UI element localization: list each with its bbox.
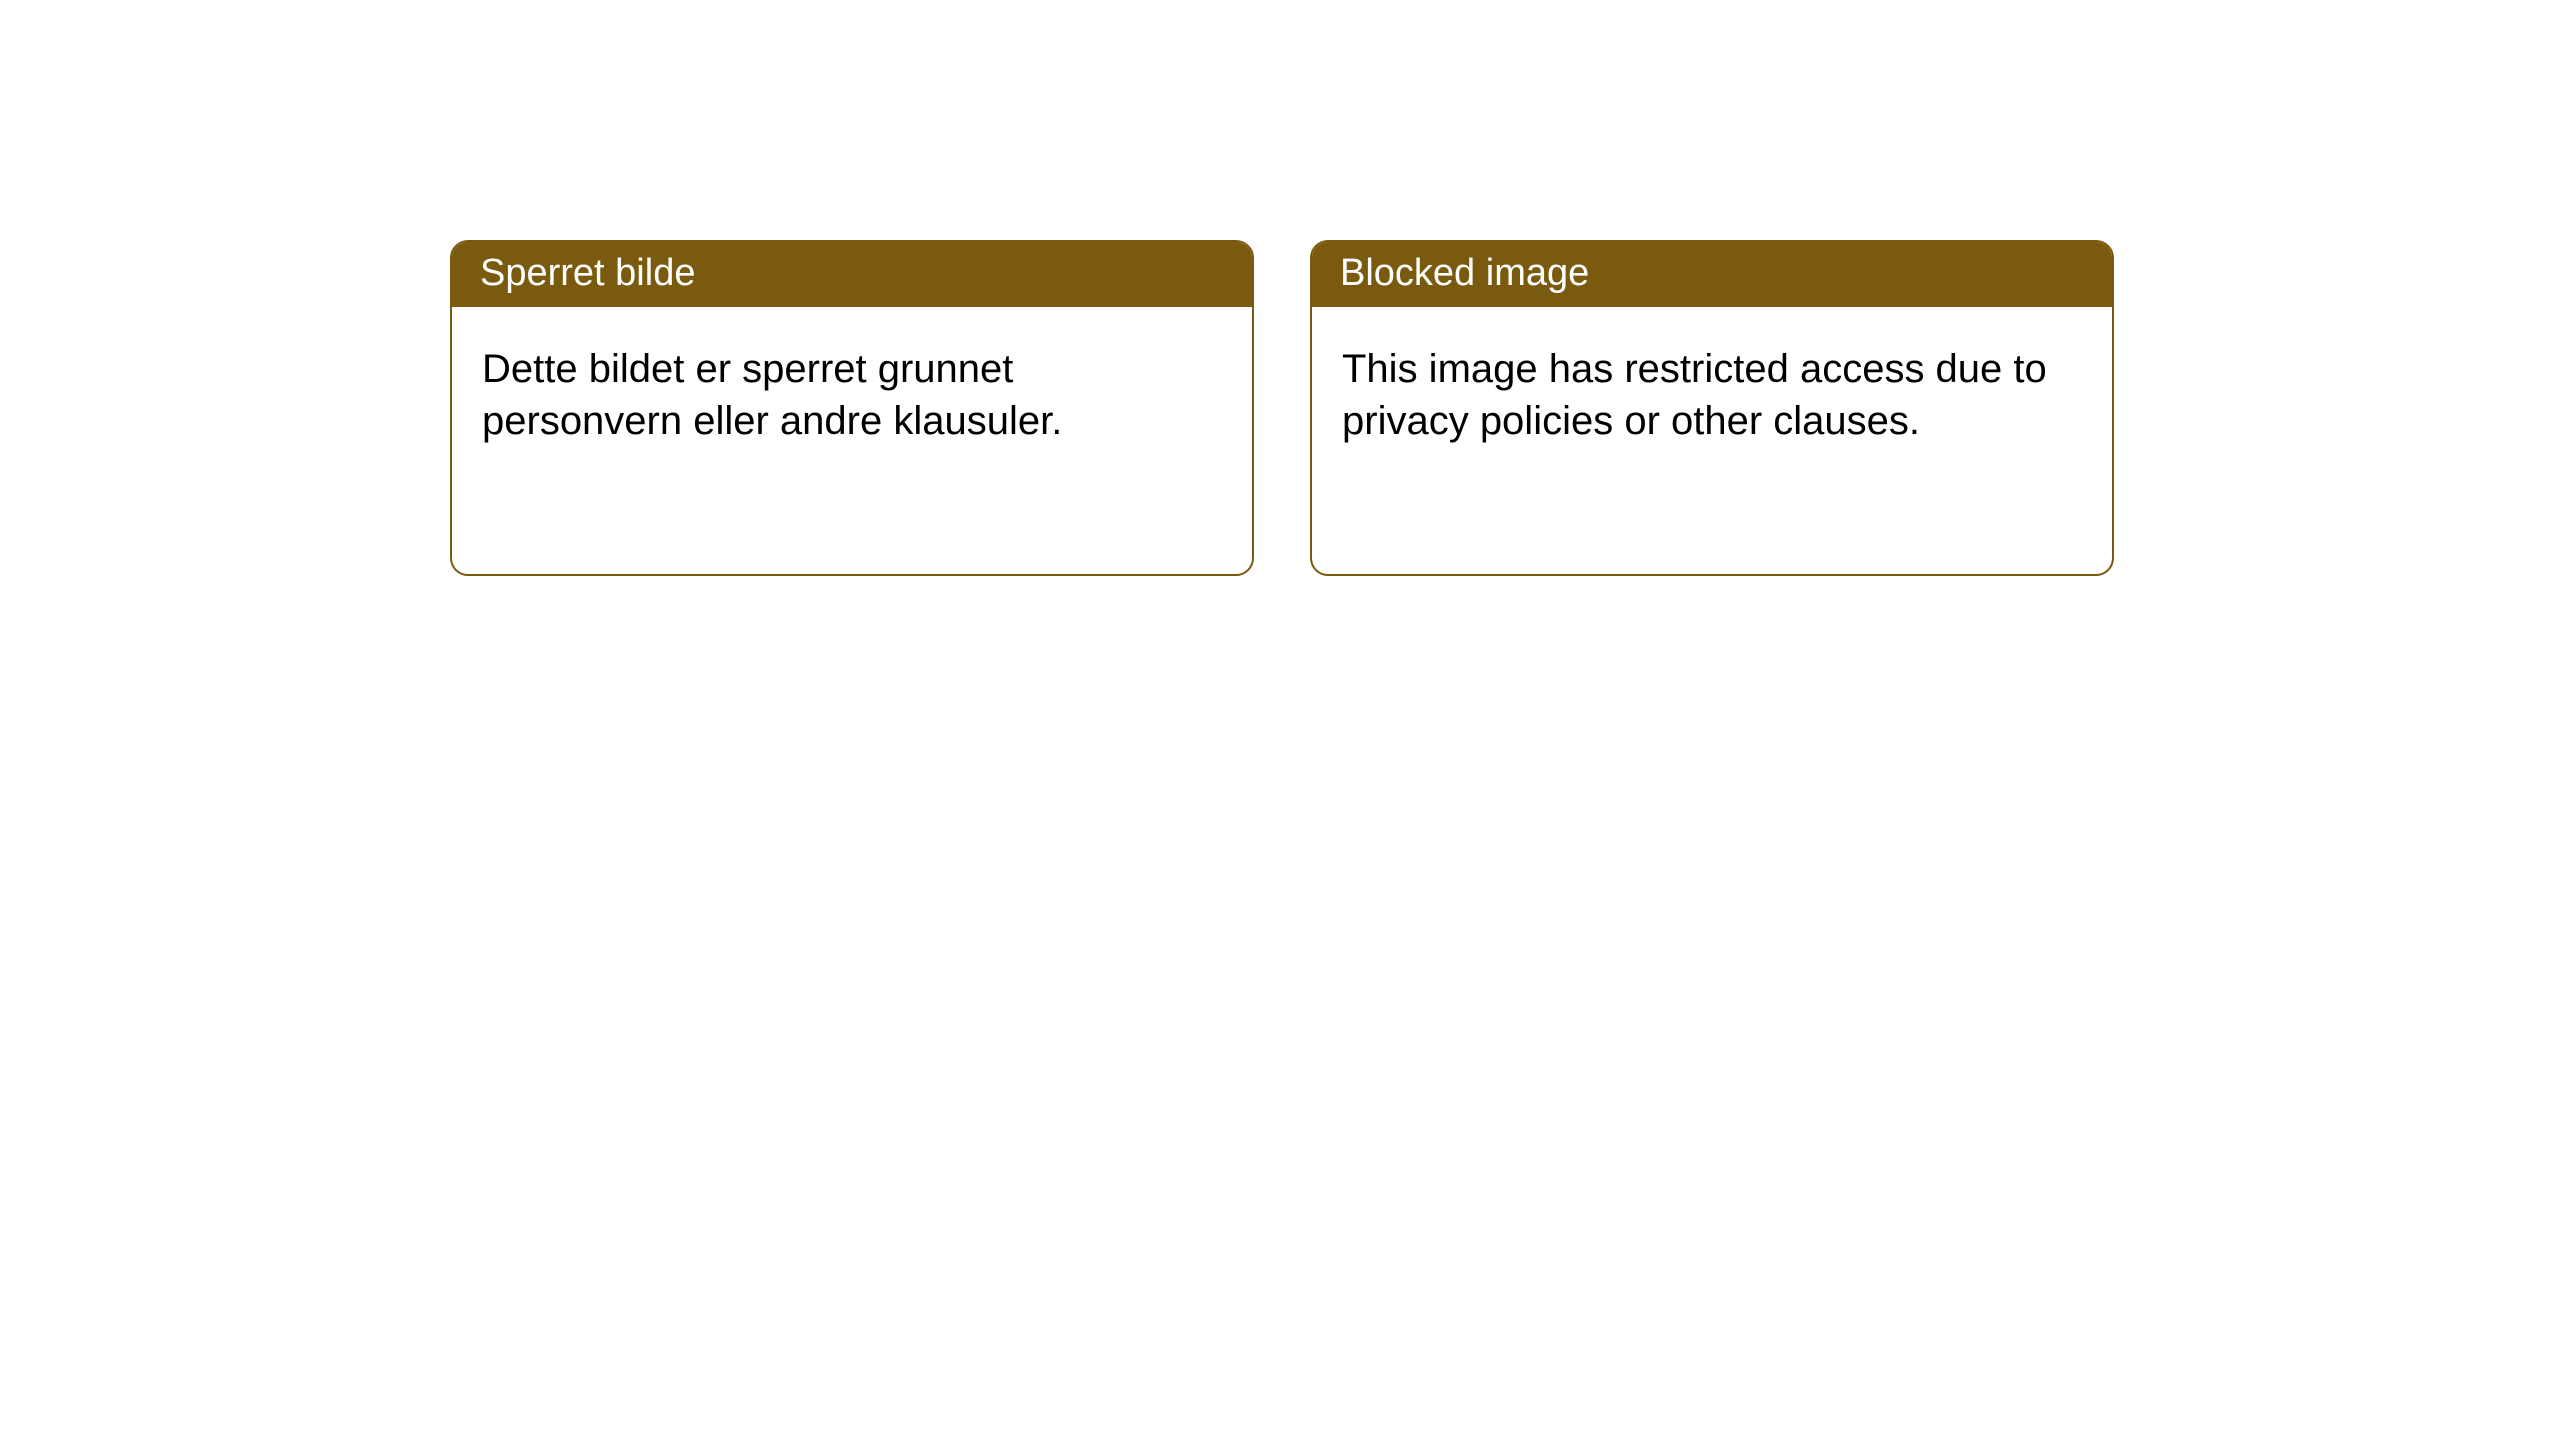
card-header: Sperret bilde bbox=[452, 242, 1252, 307]
card-body: Dette bildet er sperret grunnet personve… bbox=[452, 307, 1252, 483]
card-body-text: Dette bildet er sperret grunnet personve… bbox=[482, 347, 1062, 443]
card-header-text: Blocked image bbox=[1340, 252, 1589, 294]
card-header-text: Sperret bilde bbox=[480, 252, 695, 294]
notice-card-english: Blocked image This image has restricted … bbox=[1310, 240, 2114, 576]
card-header: Blocked image bbox=[1312, 242, 2112, 307]
card-body: This image has restricted access due to … bbox=[1312, 307, 2112, 483]
notice-card-norwegian: Sperret bilde Dette bildet er sperret gr… bbox=[450, 240, 1254, 576]
card-body-text: This image has restricted access due to … bbox=[1342, 347, 2047, 443]
notice-container: Sperret bilde Dette bildet er sperret gr… bbox=[0, 0, 2560, 576]
